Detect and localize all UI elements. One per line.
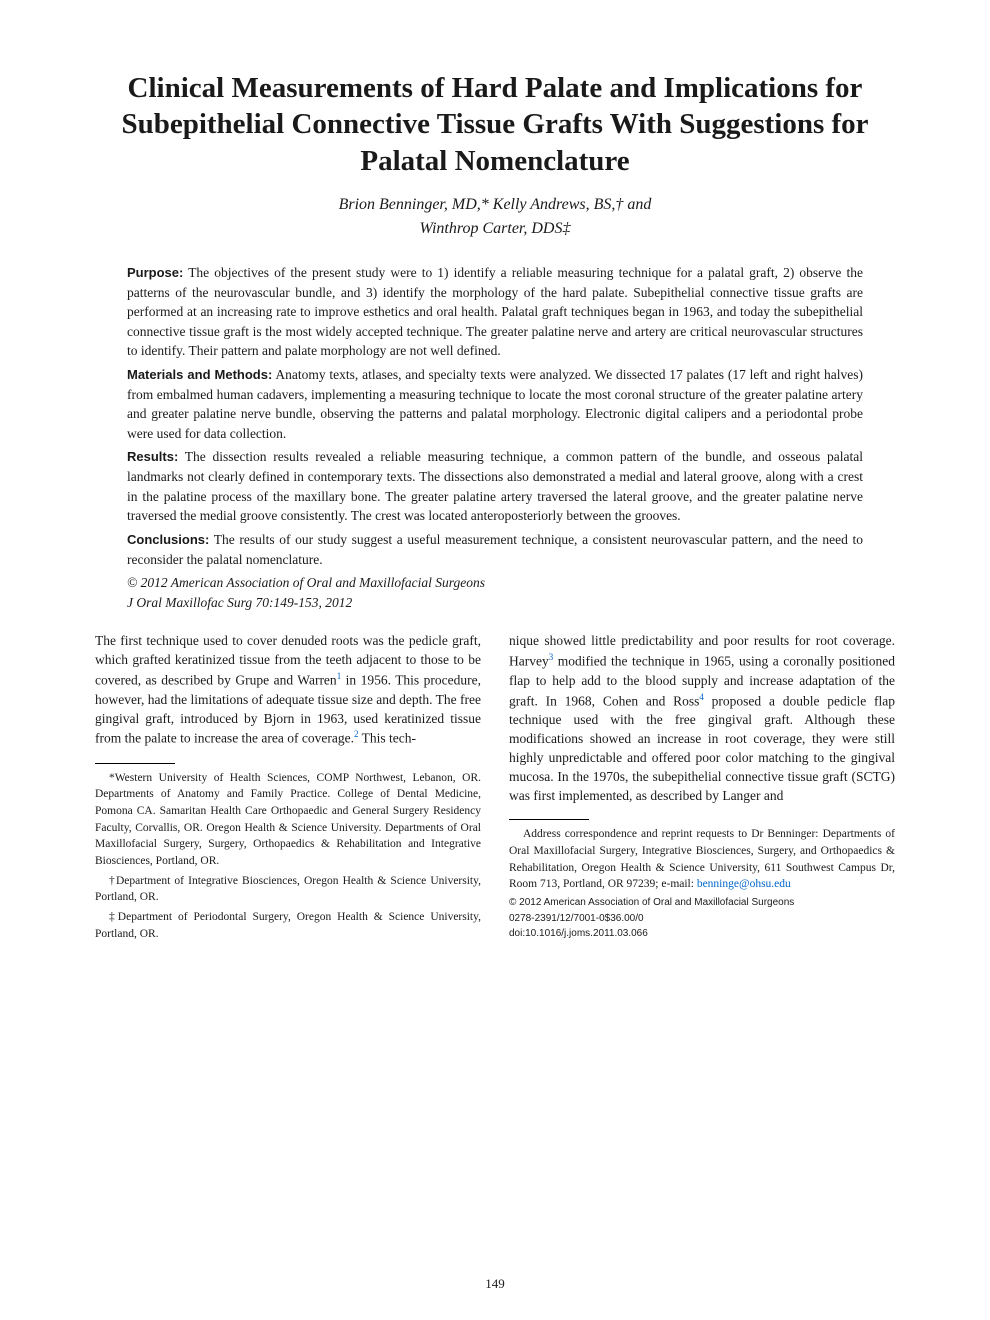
abstract-purpose: Purpose: The objectives of the present s… — [127, 263, 863, 361]
body-text-segment: This tech- — [358, 731, 416, 746]
abstract-results-text: The dissection results revealed a reliab… — [127, 449, 863, 523]
abstract-results-label: Results: — [127, 449, 178, 464]
abstract: Purpose: The objectives of the present s… — [127, 263, 863, 613]
abstract-materials-label: Materials and Methods: — [127, 367, 272, 382]
authors-block: Brion Benninger, MD,* Kelly Andrews, BS,… — [95, 193, 895, 241]
author-affiliation-2: †Department of Integrative Biosciences, … — [95, 873, 481, 906]
body-text-columns: The first technique used to cover denude… — [95, 632, 895, 945]
issn-line: 0278-2391/12/7001-0$36.00/0 — [509, 911, 895, 926]
body-text-segment: proposed a double pedicle flap technique… — [509, 693, 895, 802]
authors-line-2: Winthrop Carter, DDS‡ — [95, 217, 895, 241]
abstract-purpose-text: The objectives of the present study were… — [127, 265, 863, 359]
correspondence-address: Address correspondence and reprint reque… — [509, 826, 895, 893]
correspondence-email-link[interactable]: benninge@ohsu.edu — [697, 878, 791, 890]
page-number: 149 — [0, 1276, 990, 1292]
body-paragraph-left: The first technique used to cover denude… — [95, 632, 481, 748]
doi-line: doi:10.1016/j.joms.2011.03.066 — [509, 926, 895, 941]
author-affiliation-1: *Western University of Health Sciences, … — [95, 770, 481, 870]
abstract-conclusions-text: The results of our study suggest a usefu… — [127, 532, 863, 567]
abstract-journal-citation: J Oral Maxillofac Surg 70:149-153, 2012 — [127, 593, 863, 613]
abstract-copyright: © 2012 American Association of Oral and … — [127, 573, 863, 593]
right-column: nique showed little predictability and p… — [509, 632, 895, 945]
footnote-separator — [95, 763, 175, 764]
abstract-materials: Materials and Methods: Anatomy texts, at… — [127, 365, 863, 444]
footnote-separator — [509, 819, 589, 820]
left-column: The first technique used to cover denude… — [95, 632, 481, 945]
author-affiliation-3: ‡Department of Periodontal Surgery, Oreg… — [95, 909, 481, 942]
authors-line-1: Brion Benninger, MD,* Kelly Andrews, BS,… — [95, 193, 895, 217]
footnotes-left: *Western University of Health Sciences, … — [95, 770, 481, 943]
abstract-results: Results: The dissection results revealed… — [127, 447, 863, 526]
abstract-purpose-label: Purpose: — [127, 265, 183, 280]
copyright-notice-small: © 2012 American Association of Oral and … — [509, 896, 895, 911]
footnotes-right: Address correspondence and reprint reque… — [509, 826, 895, 940]
abstract-conclusions: Conclusions: The results of our study su… — [127, 530, 863, 569]
body-paragraph-right: nique showed little predictability and p… — [509, 632, 895, 805]
abstract-conclusions-label: Conclusions: — [127, 532, 209, 547]
article-title: Clinical Measurements of Hard Palate and… — [95, 70, 895, 179]
